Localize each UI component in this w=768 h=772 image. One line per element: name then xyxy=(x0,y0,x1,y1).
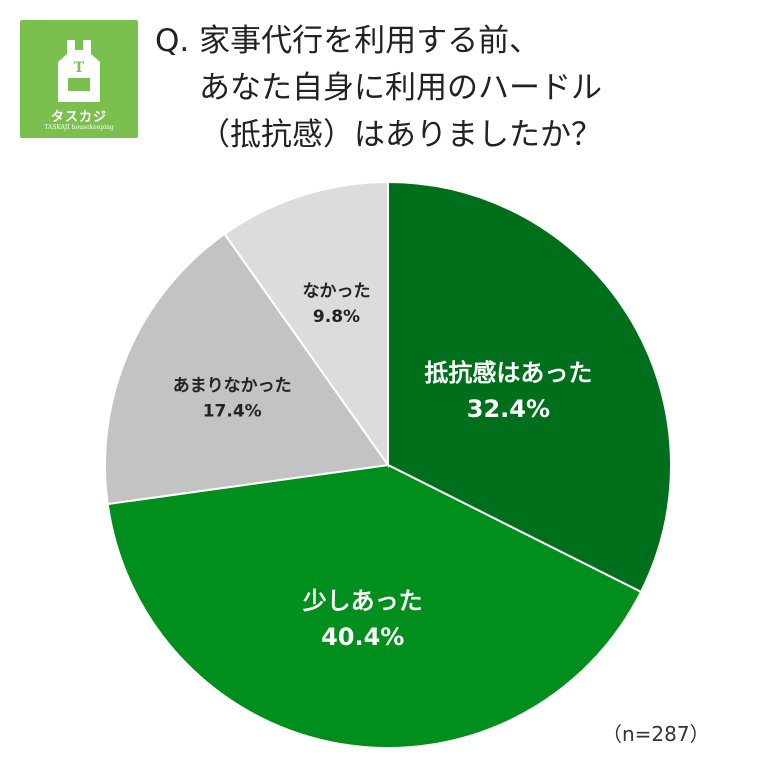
pie-slice-1 xyxy=(387,180,672,594)
sample-size: （n=287） xyxy=(602,722,710,746)
title-line-3: （抵抗感）はありましたか？ xyxy=(199,117,602,153)
logo-tagline: TASKAJI housekeeping xyxy=(44,124,114,131)
slice-label-2: 少しあった xyxy=(302,587,423,615)
svg-text:T: T xyxy=(74,60,85,76)
title-line-1: Q. 家事代行を利用する前、 xyxy=(155,23,541,59)
pie-slice-4 xyxy=(223,180,389,469)
slice-label-3: あまりなかった xyxy=(173,376,292,396)
pie-slice-3 xyxy=(104,232,390,506)
chart-title: Q. 家事代行を利用する前、 あなた自身に利用のハードル （抵抗感）はありました… xyxy=(155,18,755,159)
apron-icon: T xyxy=(58,40,100,102)
logo-name: タスカジ xyxy=(50,110,107,125)
slice-label-1: 抵抗感はあった xyxy=(424,359,592,387)
slice-value-1: 32.4% xyxy=(467,395,550,423)
slice-value-2: 40.4% xyxy=(321,623,404,651)
brand-logo: T タスカジ TASKAJI housekeeping xyxy=(20,20,138,138)
slice-value-3: 17.4% xyxy=(203,401,262,421)
slice-label-4: なかった xyxy=(303,281,371,301)
title-line-2: あなた自身に利用のハードル xyxy=(199,70,602,106)
pie-slice-2 xyxy=(106,463,643,749)
slice-value-4: 9.8% xyxy=(313,307,360,327)
